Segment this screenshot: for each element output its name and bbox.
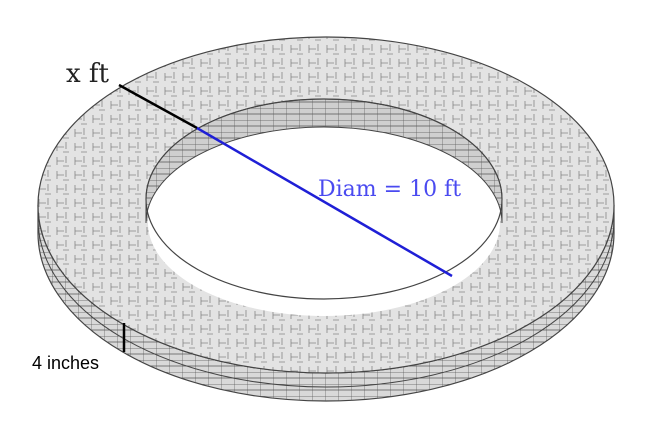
thickness-label: 4 inches	[32, 353, 99, 373]
diameter-label: Diam = 10 ft	[318, 177, 461, 202]
width-label: x ft	[66, 59, 110, 89]
diameter-line	[196, 126, 453, 278]
width-marker-line	[118, 83, 198, 130]
center-hole	[148, 130, 500, 316]
